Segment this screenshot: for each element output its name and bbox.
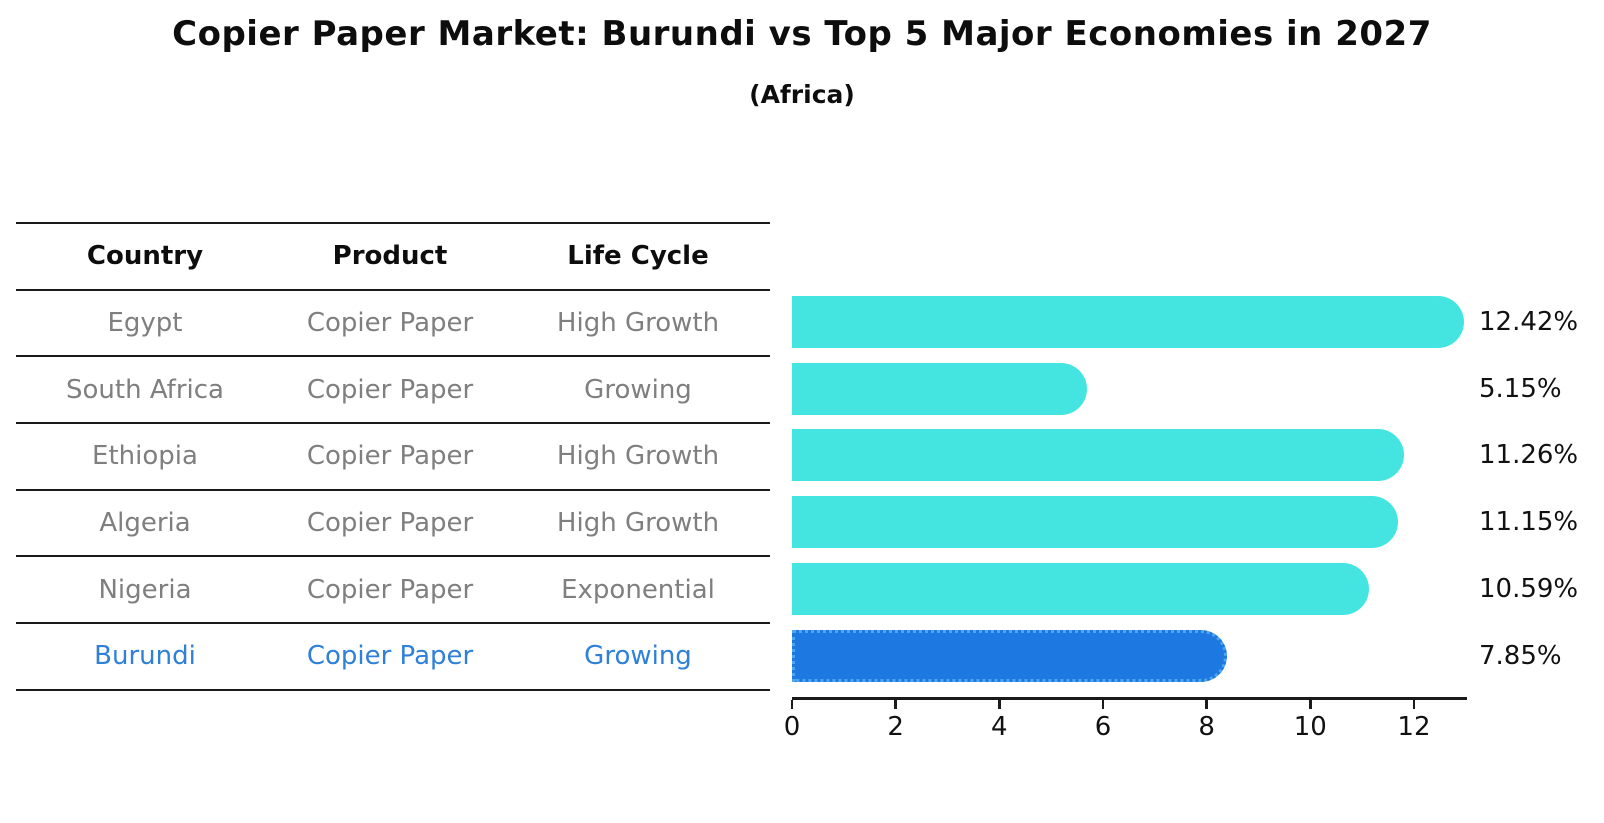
bar-value-label: 5.15% — [1479, 373, 1562, 404]
product-cell: Copier Paper — [306, 308, 474, 339]
bar-algeria — [792, 496, 1399, 549]
x-axis-tick — [1101, 699, 1105, 709]
x-axis-tick-label: 4 — [991, 712, 1008, 742]
x-axis-tick — [1309, 699, 1312, 709]
table-header-row: Country Product Life Cycle — [16, 224, 770, 291]
country-cell: Burundi — [94, 641, 196, 672]
bar-value-label: 11.15% — [1479, 507, 1579, 538]
x-axis-tick-label: 8 — [1198, 712, 1215, 742]
bar-egypt — [792, 296, 1465, 349]
x-axis-tick-label: 6 — [1094, 712, 1112, 742]
x-axis-tick-label: 10 — [1293, 712, 1327, 742]
x-axis-tick — [998, 699, 1001, 709]
bar-nigeria — [792, 562, 1370, 615]
table-header-cell: Country — [86, 241, 204, 272]
table-body: Egypt Copier Paper High Growth South Africa… — [16, 291, 770, 691]
product-cell: Copier Paper — [306, 574, 474, 605]
bar-value-label: 12.42% — [1479, 307, 1579, 338]
country-cell: Nigeria — [98, 574, 192, 605]
life-cycle-cell: Growing — [584, 374, 692, 405]
table-row: Egypt Copier Paper High Growth — [16, 291, 770, 358]
table-row: South Africa Copier Paper Growing — [16, 357, 770, 425]
life-cycle-cell: Growing — [584, 641, 692, 672]
product-cell: Copier Paper — [306, 641, 474, 672]
bar-value-label: 7.85% — [1479, 640, 1562, 671]
x-axis-tick-label: 2 — [887, 712, 904, 742]
chart-title: Copier Paper Market: Burundi vs Top 5 Ma… — [172, 14, 1432, 54]
country-cell: Ethiopia — [92, 441, 198, 472]
x-axis-tick-label: 0 — [783, 712, 801, 742]
country-cell: Algeria — [99, 508, 191, 539]
life-cycle-cell: Exponential — [561, 574, 715, 605]
product-cell: Copier Paper — [306, 441, 474, 472]
x-axis-tick — [790, 699, 794, 709]
x-axis-line — [792, 697, 1467, 700]
bar-south-africa — [792, 362, 1088, 415]
chart-subtitle: (Africa) — [749, 80, 855, 109]
table-header-cell: Life Cycle — [567, 241, 709, 272]
bar-ethiopia — [792, 429, 1405, 482]
product-cell: Copier Paper — [306, 374, 474, 405]
table-row: Nigeria Copier Paper Exponential — [16, 557, 770, 625]
bar-burundi — [792, 629, 1228, 682]
table-row: Algeria Copier Paper High Growth — [16, 491, 770, 558]
table-row: Ethiopia Copier Paper High Growth — [16, 424, 770, 491]
country-table: Country Product Life Cycle Egypt Copier Pap… — [16, 222, 770, 691]
x-axis-tick — [894, 699, 897, 709]
bar-value-label: 10.59% — [1479, 573, 1579, 604]
product-cell: Copier Paper — [306, 508, 474, 539]
table-row: Burundi Copier Paper Growing — [16, 624, 770, 691]
life-cycle-cell: High Growth — [556, 441, 720, 472]
bar-value-label: 11.26% — [1479, 440, 1579, 471]
x-axis-tick — [1205, 699, 1208, 709]
table-header-cell: Product — [332, 241, 448, 272]
x-axis-tick-label: 12 — [1397, 712, 1431, 742]
country-cell: South Africa — [66, 374, 224, 405]
life-cycle-cell: High Growth — [556, 308, 720, 339]
country-cell: Egypt — [107, 308, 183, 339]
life-cycle-cell: High Growth — [556, 508, 720, 539]
x-axis-tick — [1412, 699, 1416, 709]
